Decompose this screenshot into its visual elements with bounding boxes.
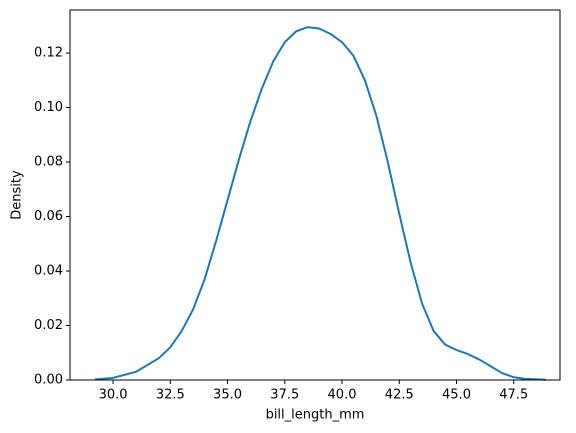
- y-axis-label: Density: [10, 170, 25, 220]
- plot-frame: [69, 9, 561, 381]
- x-tick-label: 35.0: [213, 388, 242, 403]
- x-tick-label: 42.5: [385, 388, 414, 403]
- y-tick-label: 0.06: [34, 209, 63, 224]
- x-tick-label: 37.5: [270, 388, 299, 403]
- x-tick-label: 32.5: [156, 388, 185, 403]
- x-axis-label: bill_length_mm: [266, 408, 365, 423]
- density-line: [94, 26, 546, 381]
- x-tick-label: 45.0: [442, 388, 471, 403]
- y-tick-label: 0.02: [34, 318, 63, 333]
- y-tick-label: 0.00: [34, 373, 63, 388]
- x-tick-label: 47.5: [499, 388, 528, 403]
- x-tick-label: 30.0: [99, 388, 128, 403]
- y-tick-label: 0.04: [34, 264, 63, 279]
- y-tick-label: 0.08: [34, 155, 63, 170]
- y-tick-label: 0.10: [34, 100, 63, 115]
- y-tick-label: 0.12: [34, 46, 63, 61]
- x-tick-label: 40.0: [328, 388, 357, 403]
